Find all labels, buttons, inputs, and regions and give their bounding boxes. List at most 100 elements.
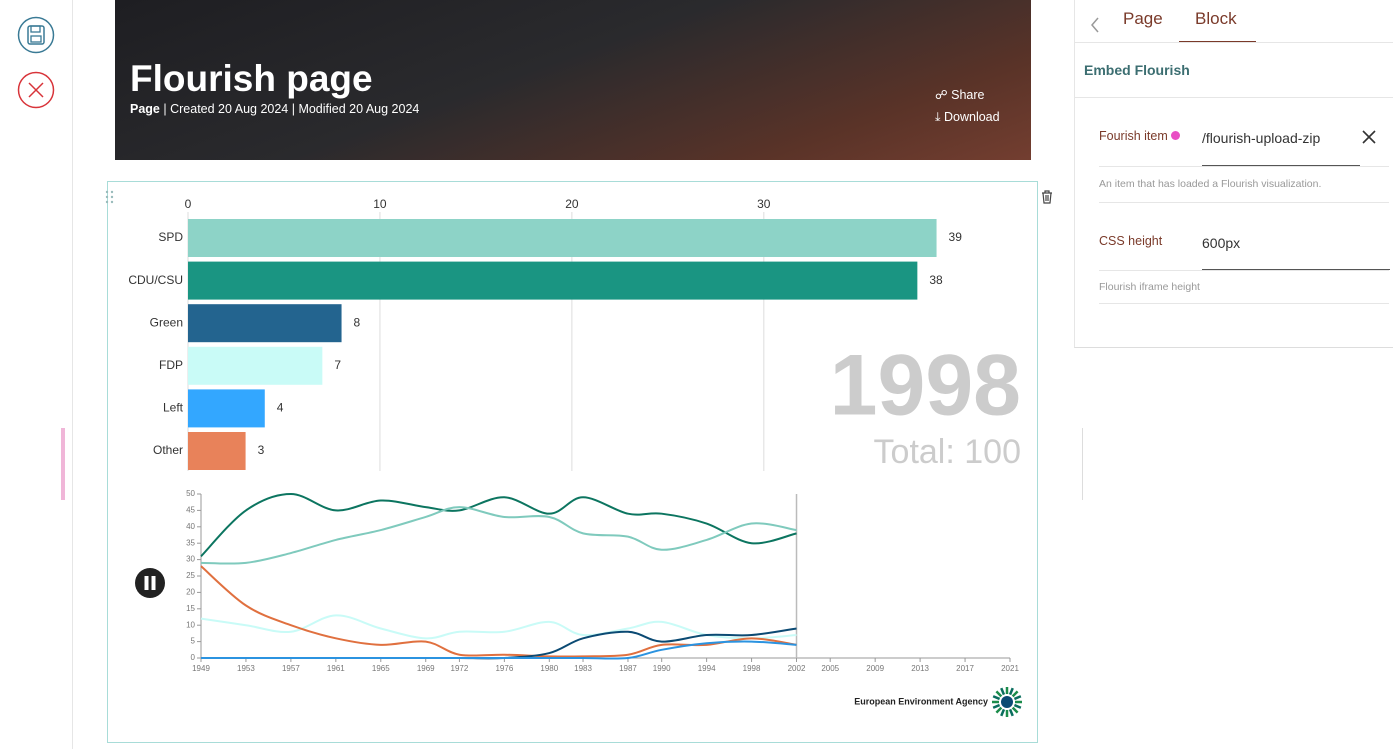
x-tick-label: 2009	[866, 664, 884, 673]
pause-circle	[135, 568, 165, 598]
pause-bar	[144, 576, 149, 590]
logo-ray	[992, 695, 1001, 701]
divider	[1075, 97, 1393, 98]
drag-handle[interactable]	[105, 190, 115, 204]
share-button[interactable]: ☍ Share	[935, 88, 985, 102]
field-label: CSS height	[1099, 234, 1163, 248]
x-tick-label: 1987	[619, 664, 637, 673]
divider	[1099, 202, 1389, 203]
page-banner: Flourish page Page | Created 20 Aug 2024…	[115, 0, 1031, 160]
x-tick-label: 1949	[192, 664, 210, 673]
resize-handle[interactable]	[61, 428, 65, 500]
y-tick-label: 25	[186, 571, 195, 580]
required-dot	[1171, 131, 1181, 140]
logo-core	[1001, 696, 1013, 708]
value-label: 4	[277, 401, 284, 415]
y-tick-label: 45	[186, 506, 195, 515]
logo-ray	[1000, 708, 1006, 717]
x-tick-label: 1965	[372, 664, 390, 673]
divider	[1075, 42, 1393, 43]
y-tick-label: 40	[186, 522, 195, 531]
x-tick-label: 10	[373, 197, 387, 211]
x-tick-label: 1972	[451, 664, 469, 673]
logo-ray	[1013, 695, 1022, 701]
logo-ray	[1011, 706, 1019, 714]
left-rail	[0, 0, 73, 749]
save-button[interactable]	[17, 16, 55, 54]
credit-logo	[992, 687, 1022, 717]
x-tick-label: 0	[185, 197, 192, 211]
category-label: FDP	[159, 358, 183, 372]
logo-ray	[1013, 703, 1022, 709]
page-title: Flourish page	[130, 58, 373, 99]
y-tick-label: 20	[186, 588, 195, 597]
pause-bar	[151, 576, 156, 590]
bar	[188, 219, 937, 257]
x-tick-label: 30	[757, 197, 771, 211]
bar	[188, 261, 918, 300]
field-input[interactable]: 600px	[1202, 235, 1241, 251]
x-tick-label: 2005	[821, 664, 839, 673]
value-label: 38	[929, 273, 943, 287]
field-label: Fourish item	[1099, 129, 1181, 143]
y-tick-label: 35	[186, 538, 195, 547]
page-dates: | Created 20 Aug 2024 | Modified 20 Aug …	[163, 102, 420, 116]
x-tick-label: 1961	[327, 664, 345, 673]
tab-active[interactable]: Block	[1195, 9, 1237, 28]
value-label: 39	[949, 230, 963, 244]
field-help: An item that has loaded a Flourish visua…	[1099, 178, 1322, 190]
bar	[188, 432, 246, 470]
logo-ray	[1000, 687, 1006, 696]
close-button[interactable]	[17, 71, 55, 109]
line-series	[200, 640, 797, 660]
x-tick-label: 1969	[417, 664, 435, 673]
x-tick-label: 2017	[956, 664, 974, 673]
y-tick-label: 5	[191, 637, 196, 646]
page-meta: Page | Created 20 Aug 2024 | Modified 20…	[130, 102, 419, 116]
clear-button[interactable]	[1361, 129, 1377, 145]
x-tick-label: 1980	[540, 664, 558, 673]
divider	[1099, 270, 1389, 271]
logo-ray	[995, 690, 1003, 698]
logo-ray	[1008, 687, 1014, 696]
input-underline	[1202, 165, 1360, 166]
bar	[188, 389, 265, 428]
y-tick-label: 50	[186, 489, 195, 498]
year-annotation: 1998	[830, 338, 1021, 434]
share-label: Share	[951, 88, 985, 102]
y-tick-label: 30	[186, 555, 195, 564]
x-tick-label: 1990	[653, 664, 671, 673]
download-button[interactable]: ⤓ Download	[935, 110, 1000, 124]
field-label-text: Fourish item	[1099, 129, 1168, 143]
logo-ray	[992, 703, 1001, 709]
category-label: Other	[153, 443, 183, 457]
page-type: Page	[130, 102, 160, 116]
download-label: Download	[944, 110, 1000, 124]
total-annotation: Total: 100	[874, 433, 1021, 471]
line-series	[200, 492, 797, 558]
delete-button[interactable]	[1040, 189, 1054, 205]
pause-button[interactable]	[135, 568, 165, 598]
logo-ray	[995, 706, 1003, 714]
category-label: SPD	[158, 230, 183, 244]
divider	[1099, 303, 1389, 304]
x-tick-label: 20	[565, 197, 579, 211]
x-tick-label: 2021	[1001, 664, 1019, 673]
tab[interactable]: Page	[1123, 9, 1163, 28]
field-help: Flourish iframe height	[1099, 281, 1200, 293]
logo-ray	[1008, 708, 1014, 717]
field-input[interactable]: /flourish-upload-zip	[1202, 130, 1321, 146]
x-tick-label: 2013	[911, 664, 929, 673]
back-button[interactable]	[1089, 16, 1101, 34]
flourish-block[interactable]: 0 10 20 30 SPD 39 CDU/CSU 38 Green 8 FDP 7 Left 4 Othe…	[107, 181, 1038, 743]
divider	[1082, 428, 1083, 500]
input-underline	[1202, 269, 1390, 270]
sidebar: Page Block Embed Flourish Fourish item /…	[1074, 0, 1393, 348]
bar	[188, 304, 342, 343]
y-tick-label: 0	[191, 653, 196, 662]
bar	[188, 346, 323, 385]
line-series	[200, 614, 797, 640]
x-tick-label: 1998	[743, 664, 761, 673]
value-label: 8	[354, 315, 361, 329]
